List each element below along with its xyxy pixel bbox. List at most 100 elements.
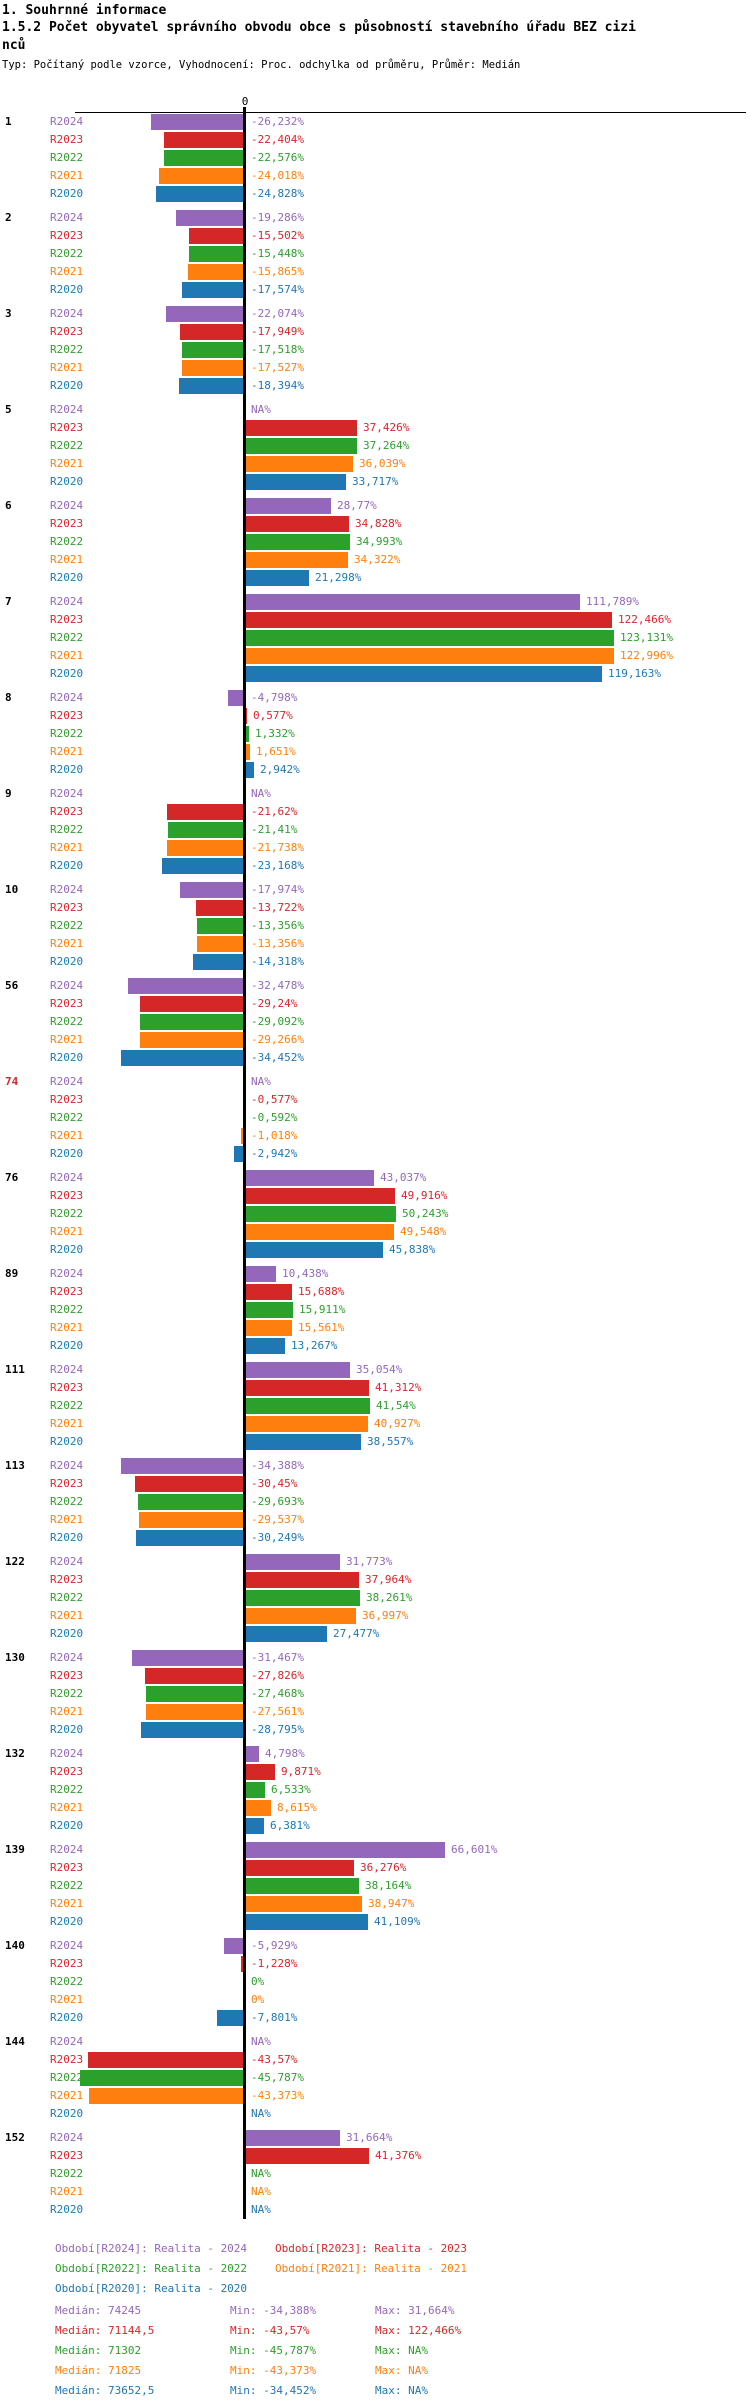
bar [245, 762, 254, 778]
series-label: R2022 [50, 2071, 84, 2084]
bar-area: -17,527% [95, 359, 750, 377]
legend-entry-R2020: Období[R2020]: Realita - 2020 [55, 2282, 248, 2295]
series-label: R2023 [50, 805, 84, 818]
value-label: 66,601% [451, 1843, 498, 1856]
series-label: R2020 [50, 955, 84, 968]
bar-group-7: 7 R2024 111,789% R2023 122,466% R2022 123,131%… [0, 593, 750, 683]
value-label: -1,018% [251, 1129, 298, 1142]
bar [245, 1554, 340, 1570]
series-label: R2022 [50, 1687, 84, 1700]
chart-meta: Typ: Počítaný podle vzorce, Vyhodnocení:… [2, 59, 521, 71]
bar-area: 9,871% [95, 1763, 750, 1781]
max-value-R2020: Max: NA% [375, 2384, 428, 2397]
bar-area: -26,232% [95, 113, 750, 131]
series-label: R2024 [50, 211, 84, 224]
value-label: -14,318% [251, 955, 304, 968]
value-label: 119,163% [608, 667, 661, 680]
value-label: NA% [251, 2035, 271, 2048]
bar [245, 420, 357, 436]
legend-entry-R2023: Období[R2023]: Realita - 2023 [275, 2242, 468, 2255]
bar-area: 122,996% [95, 647, 750, 665]
bar-row: R2021 -27,561% [0, 1703, 750, 1721]
bar [245, 1302, 293, 1318]
value-label: -18,394% [251, 379, 304, 392]
bar [197, 918, 245, 934]
bar [140, 1014, 245, 1030]
value-label: -29,092% [251, 1015, 304, 1028]
bar [141, 1722, 245, 1738]
bar-row: R2020 -24,828% [0, 185, 750, 203]
bar-row: R2022 -29,092% [0, 1013, 750, 1031]
bar-area: 1,332% [95, 725, 750, 743]
bar-area: -0,577% [95, 1091, 750, 1109]
bar-row: R2022 1,332% [0, 725, 750, 743]
bar-area: -43,57% [88, 2051, 750, 2069]
bar-row: 9 R2024 NA% [0, 785, 750, 803]
series-label: R2020 [50, 667, 84, 680]
bar [245, 534, 350, 550]
bar-row: R2023 41,312% [0, 1379, 750, 1397]
value-label: 10,438% [282, 1267, 329, 1280]
bar-group-152: 152 R2024 31,664% R2023 41,376% R2022 NA% R2021… [0, 2129, 750, 2219]
bar [245, 1860, 354, 1876]
value-label: 41,54% [376, 1399, 416, 1412]
bar [245, 1914, 368, 1930]
bar-area: 40,927% [95, 1415, 750, 1433]
bar [166, 306, 245, 322]
bar-row: R2023 36,276% [0, 1859, 750, 1877]
bar-area: -17,518% [95, 341, 750, 359]
value-label: 15,561% [298, 1321, 345, 1334]
series-label: R2022 [50, 727, 84, 740]
bar-row: 152 R2024 31,664% [0, 2129, 750, 2147]
bar-row: R2020 2,942% [0, 761, 750, 779]
value-label: -17,949% [251, 325, 304, 338]
category-label: 2 [5, 211, 12, 224]
value-label: -27,561% [251, 1705, 304, 1718]
bar-area: 33,717% [95, 473, 750, 491]
bar-area: -22,074% [95, 305, 750, 323]
value-label: -5,929% [251, 1939, 298, 1952]
bar-row: R2022 50,243% [0, 1205, 750, 1223]
value-label: 13,267% [291, 1339, 338, 1352]
bar-row: R2020 21,298% [0, 569, 750, 587]
series-label: R2023 [50, 2053, 84, 2066]
bar [245, 1896, 362, 1912]
value-label: 15,911% [299, 1303, 346, 1316]
bar-area: 31,773% [95, 1553, 750, 1571]
bar-area: 35,054% [95, 1361, 750, 1379]
value-label: 37,426% [363, 421, 410, 434]
bar [197, 936, 245, 952]
bar [121, 1458, 245, 1474]
value-label: 9,871% [281, 1765, 321, 1778]
bar-area: -27,468% [95, 1685, 750, 1703]
bar-group-122: 122 R2024 31,773% R2023 37,964% R2022 38,261% R… [0, 1553, 750, 1643]
bar-row: R2021 0% [0, 1991, 750, 2009]
series-label: R2024 [50, 787, 84, 800]
series-label: R2023 [50, 1477, 84, 1490]
bar-area: -1,018% [95, 1127, 750, 1145]
bar-area: -22,404% [95, 131, 750, 149]
report-header: 1. Souhrnné informace 1.5.2 Počet obyvat… [0, 0, 750, 86]
bar-group-1: 1 R2024 -26,232% R2023 -22,404% R2022 -22,576%… [0, 113, 750, 203]
series-label: R2021 [50, 745, 84, 758]
series-label: R2021 [50, 457, 84, 470]
bar-group-76: 76 R2024 43,037% R2023 49,916% R2022 50,243% R2… [0, 1169, 750, 1259]
series-label: R2022 [50, 1399, 84, 1412]
category-label: 113 [5, 1459, 25, 1472]
bar-row: R2021 -13,356% [0, 935, 750, 953]
category-label: 152 [5, 2131, 25, 2144]
bar-group-5: 5 R2024 NA% R2023 37,426% R2022 37,264% R2021 36… [0, 401, 750, 491]
series-label: R2020 [50, 571, 84, 584]
bar-row: 111 R2024 35,054% [0, 1361, 750, 1379]
max-value-R2021: Max: NA% [375, 2364, 428, 2377]
min-value-R2020: Min: -34,452% [230, 2384, 317, 2397]
bar-area: -14,318% [95, 953, 750, 971]
bar-row: R2022 -22,576% [0, 149, 750, 167]
bar-area: 38,164% [95, 1877, 750, 1895]
value-label: 36,276% [360, 1861, 407, 1874]
bar-area: 0% [95, 1973, 750, 1991]
bar-area: -31,467% [95, 1649, 750, 1667]
bar-area: 119,163% [95, 665, 750, 683]
series-label: R2024 [50, 1267, 84, 1280]
bar [135, 1476, 245, 1492]
